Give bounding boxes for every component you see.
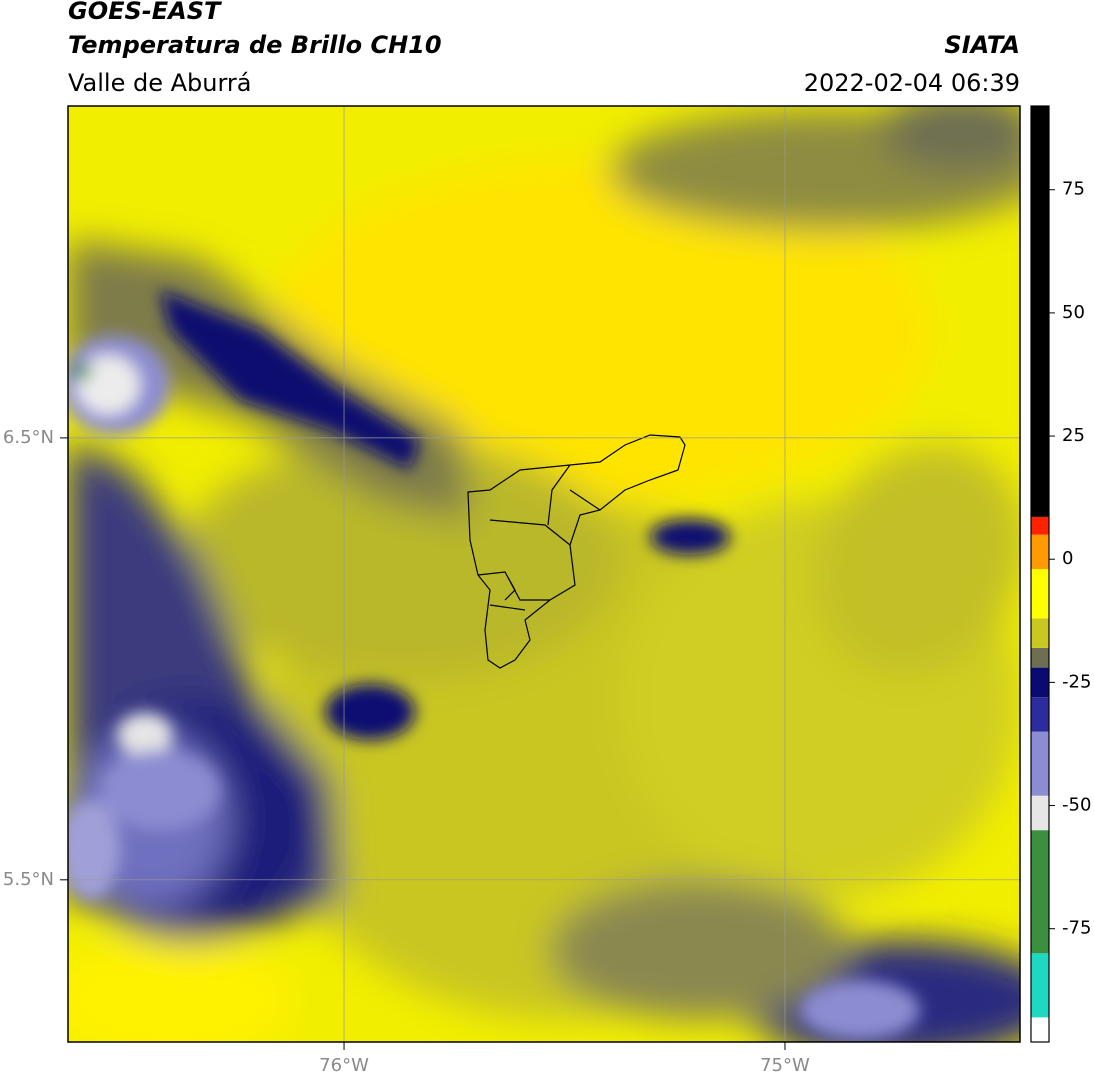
colorbar-label: -75 xyxy=(1062,918,1091,939)
lon-label: 76°W xyxy=(319,1055,369,1076)
colorbar-segment xyxy=(1031,618,1049,648)
colorbar-frame xyxy=(1030,105,1050,1043)
grid xyxy=(60,106,1020,1050)
map-frame xyxy=(67,105,1021,1043)
colorbar-label: 25 xyxy=(1062,425,1085,446)
title-line2: Temperatura de Brillo CH10 xyxy=(68,31,442,59)
colorbar-segment xyxy=(1031,830,1049,954)
colorbar xyxy=(1031,106,1055,1042)
colorbar-segment xyxy=(1031,647,1049,668)
colorbar-segment xyxy=(1031,667,1049,698)
colorbar-label: -50 xyxy=(1062,795,1091,816)
colorbar-label: 75 xyxy=(1062,179,1085,200)
source: SIATA xyxy=(944,31,1020,59)
colorbar-segment xyxy=(1031,1017,1049,1042)
colorbar-segment xyxy=(1031,516,1049,535)
satellite-image xyxy=(68,106,1020,1042)
lon-label: 75°W xyxy=(760,1055,810,1076)
colorbar-segment xyxy=(1031,569,1049,619)
lat-label: 6.5°N xyxy=(3,427,54,448)
valley-outline xyxy=(467,434,686,669)
colorbar-segment xyxy=(1031,106,1049,517)
title-line1: GOES-EAST xyxy=(68,0,222,25)
colorbar-label: -25 xyxy=(1062,671,1091,692)
region: Valle de Aburrá xyxy=(68,69,252,97)
datetime: 2022-02-04 06:39 xyxy=(804,69,1020,97)
lat-label: 5.5°N xyxy=(3,869,54,890)
colorbar-segment xyxy=(1031,731,1049,796)
colorbar-segment xyxy=(1031,534,1049,570)
colorbar-segment xyxy=(1031,795,1049,831)
colorbar-label: 50 xyxy=(1062,302,1085,323)
colorbar-segment xyxy=(1031,953,1049,1018)
colorbar-segment xyxy=(1031,697,1049,732)
colorbar-label: 0 xyxy=(1062,548,1073,569)
